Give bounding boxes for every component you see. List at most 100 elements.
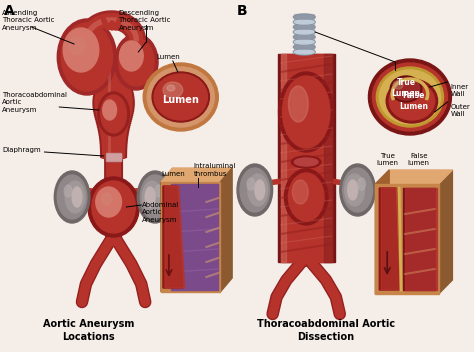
Ellipse shape (96, 187, 121, 217)
Ellipse shape (390, 76, 422, 102)
Ellipse shape (288, 173, 324, 221)
Ellipse shape (94, 91, 133, 95)
Ellipse shape (95, 98, 132, 101)
Ellipse shape (107, 176, 120, 180)
Ellipse shape (96, 83, 131, 87)
Ellipse shape (348, 180, 357, 200)
Text: Thoracoabdominal Aortic
Dissection: Thoracoabdominal Aortic Dissection (257, 319, 395, 342)
Bar (0, 0, 234, 352)
Ellipse shape (96, 109, 132, 113)
Ellipse shape (293, 19, 315, 25)
Ellipse shape (95, 95, 132, 99)
Polygon shape (278, 54, 335, 262)
Text: Descending
Thoracic Aortic
Aneurysm: Descending Thoracic Aortic Aneurysm (118, 10, 171, 31)
Ellipse shape (95, 117, 132, 121)
Ellipse shape (294, 158, 318, 166)
Bar (107, 154, 120, 160)
Text: Thoracoabdominal
Aortic
Aneurysm: Thoracoabdominal Aortic Aneurysm (2, 92, 67, 113)
Ellipse shape (105, 164, 122, 168)
Bar (234, 0, 468, 352)
Ellipse shape (373, 63, 447, 131)
Text: Inner
Wall: Inner Wall (450, 84, 468, 98)
Ellipse shape (248, 174, 268, 206)
Ellipse shape (107, 175, 120, 177)
Ellipse shape (101, 136, 126, 138)
Ellipse shape (99, 73, 129, 77)
Ellipse shape (106, 238, 121, 242)
Ellipse shape (102, 147, 125, 151)
Ellipse shape (102, 193, 111, 205)
Ellipse shape (100, 151, 127, 155)
Ellipse shape (105, 158, 122, 162)
Bar (106, 153, 121, 161)
Polygon shape (281, 54, 286, 262)
Ellipse shape (102, 139, 125, 143)
Ellipse shape (392, 78, 420, 100)
Ellipse shape (99, 69, 128, 73)
Ellipse shape (99, 131, 128, 135)
Ellipse shape (98, 77, 130, 81)
Ellipse shape (99, 71, 128, 75)
Ellipse shape (108, 233, 119, 235)
Text: Lumen: Lumen (162, 95, 199, 105)
Ellipse shape (292, 180, 308, 204)
Text: False
lumen: False lumen (408, 152, 430, 166)
Ellipse shape (57, 175, 87, 219)
Polygon shape (381, 188, 401, 290)
Text: Diaphragm: Diaphragm (2, 147, 41, 153)
Ellipse shape (93, 105, 134, 109)
Ellipse shape (100, 127, 127, 131)
Ellipse shape (255, 180, 264, 200)
Ellipse shape (100, 137, 128, 141)
Ellipse shape (106, 242, 121, 246)
Ellipse shape (65, 181, 85, 213)
Ellipse shape (100, 139, 128, 143)
Ellipse shape (105, 172, 122, 176)
Ellipse shape (97, 121, 131, 125)
Ellipse shape (57, 19, 117, 95)
Ellipse shape (97, 81, 131, 85)
Polygon shape (161, 168, 232, 182)
Ellipse shape (100, 145, 127, 149)
Ellipse shape (64, 185, 72, 197)
Ellipse shape (294, 45, 314, 49)
Ellipse shape (115, 34, 158, 90)
Ellipse shape (63, 28, 99, 72)
Text: Ascending
Thoracic Aortic
Aneurysm: Ascending Thoracic Aortic Aneurysm (2, 10, 55, 31)
Ellipse shape (167, 85, 175, 91)
Ellipse shape (101, 69, 126, 73)
Ellipse shape (97, 118, 130, 120)
Ellipse shape (100, 75, 127, 78)
Ellipse shape (107, 166, 120, 170)
Ellipse shape (94, 89, 133, 93)
Ellipse shape (93, 101, 134, 105)
Ellipse shape (94, 113, 133, 117)
Ellipse shape (101, 138, 126, 140)
Ellipse shape (357, 178, 365, 190)
Ellipse shape (95, 85, 132, 89)
Ellipse shape (93, 93, 134, 97)
Ellipse shape (97, 115, 130, 119)
Ellipse shape (101, 71, 127, 75)
Ellipse shape (105, 176, 122, 180)
Text: Outer
Wall: Outer Wall (450, 104, 470, 118)
Ellipse shape (105, 168, 122, 172)
Ellipse shape (102, 145, 125, 149)
Ellipse shape (101, 132, 127, 134)
Ellipse shape (294, 20, 314, 24)
Ellipse shape (61, 23, 113, 91)
Ellipse shape (93, 107, 134, 111)
Ellipse shape (376, 67, 444, 127)
Ellipse shape (107, 182, 120, 186)
Ellipse shape (100, 130, 127, 132)
Text: Lumen: Lumen (161, 171, 185, 177)
Ellipse shape (105, 160, 122, 164)
Ellipse shape (137, 171, 173, 223)
Ellipse shape (294, 35, 314, 39)
Ellipse shape (100, 155, 127, 159)
Ellipse shape (147, 67, 214, 127)
Ellipse shape (140, 175, 170, 219)
Ellipse shape (103, 100, 117, 120)
Ellipse shape (152, 72, 210, 122)
Ellipse shape (296, 262, 316, 266)
